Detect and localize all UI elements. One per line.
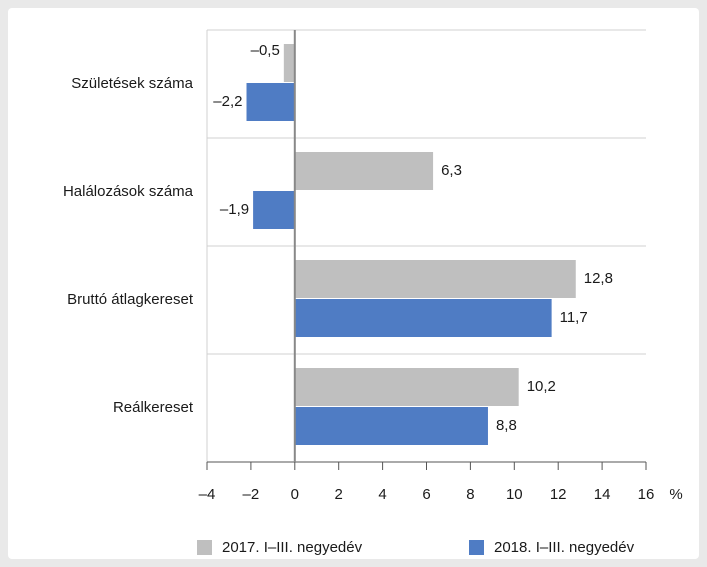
legend-swatch (469, 540, 484, 555)
category-label: Halálozások száma (63, 183, 194, 200)
data-label: 11,7 (560, 309, 588, 326)
x-tick-label: 12 (550, 486, 567, 503)
category-label: Bruttó átlagkereset (67, 291, 194, 308)
data-label: –2,2 (213, 93, 242, 110)
legend-label: 2017. I–III. negyedév (222, 539, 363, 556)
bar (246, 83, 295, 121)
x-tick-label: 0 (291, 486, 299, 503)
x-tick-label: 2 (335, 486, 343, 503)
data-label: 12,8 (584, 270, 613, 287)
x-tick-label: 14 (594, 486, 611, 503)
x-unit: % (669, 486, 682, 503)
category-label: Születések száma (71, 75, 193, 92)
bar (294, 407, 488, 445)
x-tick-label: 4 (378, 486, 386, 503)
bar (294, 368, 519, 406)
bar (294, 299, 552, 337)
data-label: –0,5 (251, 42, 280, 59)
x-tick-label: 6 (422, 486, 430, 503)
category-label: Reálkereset (113, 399, 194, 416)
x-tick-label: 10 (506, 486, 523, 503)
data-label: 6,3 (441, 162, 462, 179)
bar (253, 191, 295, 229)
x-tick-label: 16 (638, 486, 655, 503)
x-tick-label: –4 (199, 486, 216, 503)
data-label: 8,8 (496, 417, 517, 434)
bar (294, 260, 576, 298)
data-label: –1,9 (220, 201, 249, 218)
x-tick-label: –2 (243, 486, 260, 503)
data-label: 10,2 (527, 378, 556, 395)
legend-label: 2018. I–III. negyedév (494, 539, 635, 556)
bar (283, 44, 295, 82)
x-tick-label: 8 (466, 486, 474, 503)
legend-swatch (197, 540, 212, 555)
bar (294, 152, 434, 190)
